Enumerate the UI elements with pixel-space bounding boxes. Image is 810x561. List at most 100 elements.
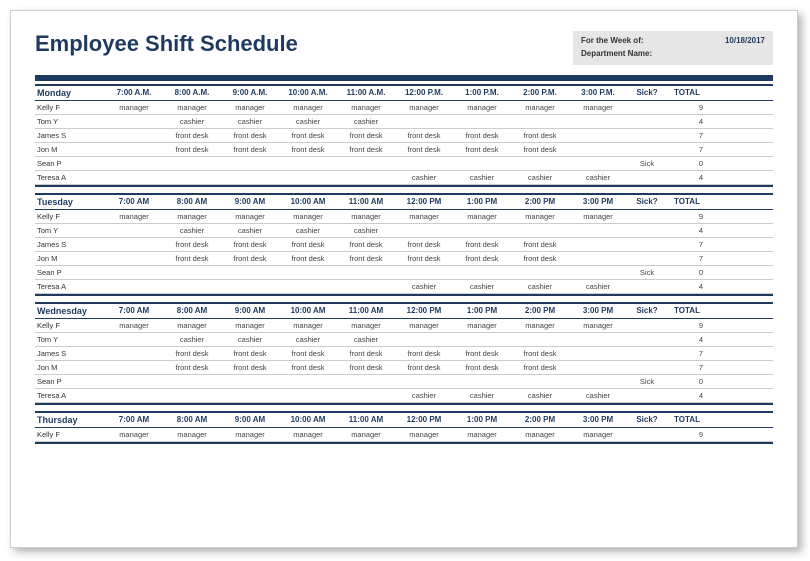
shift-cell: front desk (395, 363, 453, 372)
schedule-row: Kelly Fmanagermanagermanagermanagermanag… (35, 428, 773, 442)
shift-cell: front desk (163, 145, 221, 154)
schedule-row: Sean PSick0 (35, 266, 773, 280)
day-header-row: Wednesday7:00 AM8:00 AM9:00 AM10:00 AM11… (35, 302, 773, 319)
employee-name: Teresa A (35, 282, 105, 291)
shift-cell: front desk (163, 363, 221, 372)
shift-cell: cashier (395, 173, 453, 182)
shift-cell: manager (221, 212, 279, 221)
total-cell: 0 (667, 159, 707, 168)
total-cell: 7 (667, 254, 707, 263)
time-column-header: 9:00 AM (221, 306, 279, 316)
employee-name: James S (35, 240, 105, 249)
shift-cell: manager (221, 321, 279, 330)
shift-cell: cashier (163, 117, 221, 126)
shift-cell: manager (221, 430, 279, 439)
time-column-header: 1:00 PM (453, 197, 511, 207)
shift-cell: front desk (395, 131, 453, 140)
shift-cell: manager (395, 321, 453, 330)
employee-name: Sean P (35, 159, 105, 168)
time-column-header: 11:00 A.M. (337, 88, 395, 98)
shift-cell: front desk (337, 145, 395, 154)
day-block: Tuesday7:00 AM8:00 AM9:00 AM10:00 AM11:0… (35, 193, 773, 296)
shift-cell: manager (511, 103, 569, 112)
employee-name: James S (35, 349, 105, 358)
sick-cell: Sick (627, 377, 667, 386)
shift-cell: manager (163, 321, 221, 330)
shift-cell: manager (105, 321, 163, 330)
total-cell: 7 (667, 363, 707, 372)
time-column-header: 1:00 PM (453, 306, 511, 316)
time-column-header: 7:00 AM (105, 197, 163, 207)
shift-cell: cashier (221, 226, 279, 235)
shift-cell: front desk (279, 240, 337, 249)
shift-cell: front desk (395, 240, 453, 249)
time-column-header: 3:00 PM (569, 197, 627, 207)
shift-cell: front desk (221, 363, 279, 372)
day-header-row: Tuesday7:00 AM8:00 AM9:00 AM10:00 AM11:0… (35, 193, 773, 210)
shift-cell: cashier (453, 282, 511, 291)
shift-cell: front desk (511, 145, 569, 154)
time-column-header: 9:00 A.M. (221, 88, 279, 98)
schedule-row: Kelly Fmanagermanagermanagermanagermanag… (35, 319, 773, 333)
schedule-row: Tom Ycashiercashiercashiercashier4 (35, 224, 773, 238)
employee-name: Jon M (35, 145, 105, 154)
shift-cell: manager (105, 212, 163, 221)
day-block: Monday7:00 A.M.8:00 A.M.9:00 A.M.10:00 A… (35, 84, 773, 187)
total-column-header: TOTAL (667, 415, 707, 425)
shift-cell: manager (337, 212, 395, 221)
shift-cell: manager (337, 430, 395, 439)
employee-name: Teresa A (35, 391, 105, 400)
shift-cell: front desk (453, 349, 511, 358)
total-cell: 7 (667, 349, 707, 358)
total-cell: 0 (667, 377, 707, 386)
shift-cell: manager (511, 321, 569, 330)
shift-cell: manager (105, 103, 163, 112)
total-cell: 4 (667, 391, 707, 400)
total-column-header: TOTAL (667, 88, 707, 98)
shift-cell: cashier (569, 173, 627, 182)
time-column-header: 3:00 PM (569, 415, 627, 425)
shift-cell: front desk (279, 145, 337, 154)
schedule-row: James Sfront deskfront deskfront deskfro… (35, 347, 773, 361)
shift-cell: manager (395, 212, 453, 221)
shift-cell: manager (395, 103, 453, 112)
schedule-row: Jon Mfront deskfront deskfront deskfront… (35, 143, 773, 157)
day-header-row: Thursday7:00 AM8:00 AM9:00 AM10:00 AM11:… (35, 411, 773, 428)
total-cell: 9 (667, 103, 707, 112)
schedule-row: Teresa Acashiercashiercashiercashier4 (35, 389, 773, 403)
schedule-row: Sean PSick0 (35, 375, 773, 389)
shift-cell: manager (337, 321, 395, 330)
shift-cell: cashier (337, 335, 395, 344)
shift-cell: front desk (395, 145, 453, 154)
day-name: Tuesday (35, 197, 105, 207)
employee-name: Tom Y (35, 335, 105, 344)
shift-cell: manager (569, 103, 627, 112)
shift-cell: front desk (221, 349, 279, 358)
total-cell: 7 (667, 131, 707, 140)
shift-cell: front desk (337, 363, 395, 372)
employee-name: Kelly F (35, 212, 105, 221)
schedule-row: Tom Ycashiercashiercashiercashier4 (35, 115, 773, 129)
shift-cell: front desk (221, 240, 279, 249)
day-end-rule (35, 185, 773, 187)
shift-cell: manager (337, 103, 395, 112)
week-label: For the Week of: (581, 35, 644, 48)
total-cell: 4 (667, 117, 707, 126)
schedule-row: Jon Mfront deskfront deskfront deskfront… (35, 361, 773, 375)
shift-cell: cashier (337, 117, 395, 126)
total-cell: 0 (667, 268, 707, 277)
shift-cell: front desk (337, 240, 395, 249)
shift-cell: cashier (511, 173, 569, 182)
total-cell: 7 (667, 240, 707, 249)
sick-column-header: Sick? (627, 88, 667, 98)
employee-name: Sean P (35, 268, 105, 277)
day-name: Thursday (35, 415, 105, 425)
shift-cell: front desk (453, 131, 511, 140)
total-cell: 4 (667, 282, 707, 291)
time-column-header: 12:00 PM (395, 415, 453, 425)
shift-cell: front desk (395, 254, 453, 263)
shift-cell: manager (453, 212, 511, 221)
shift-cell: front desk (279, 349, 337, 358)
schedule-row: Sean PSick0 (35, 157, 773, 171)
shift-cell: manager (511, 430, 569, 439)
